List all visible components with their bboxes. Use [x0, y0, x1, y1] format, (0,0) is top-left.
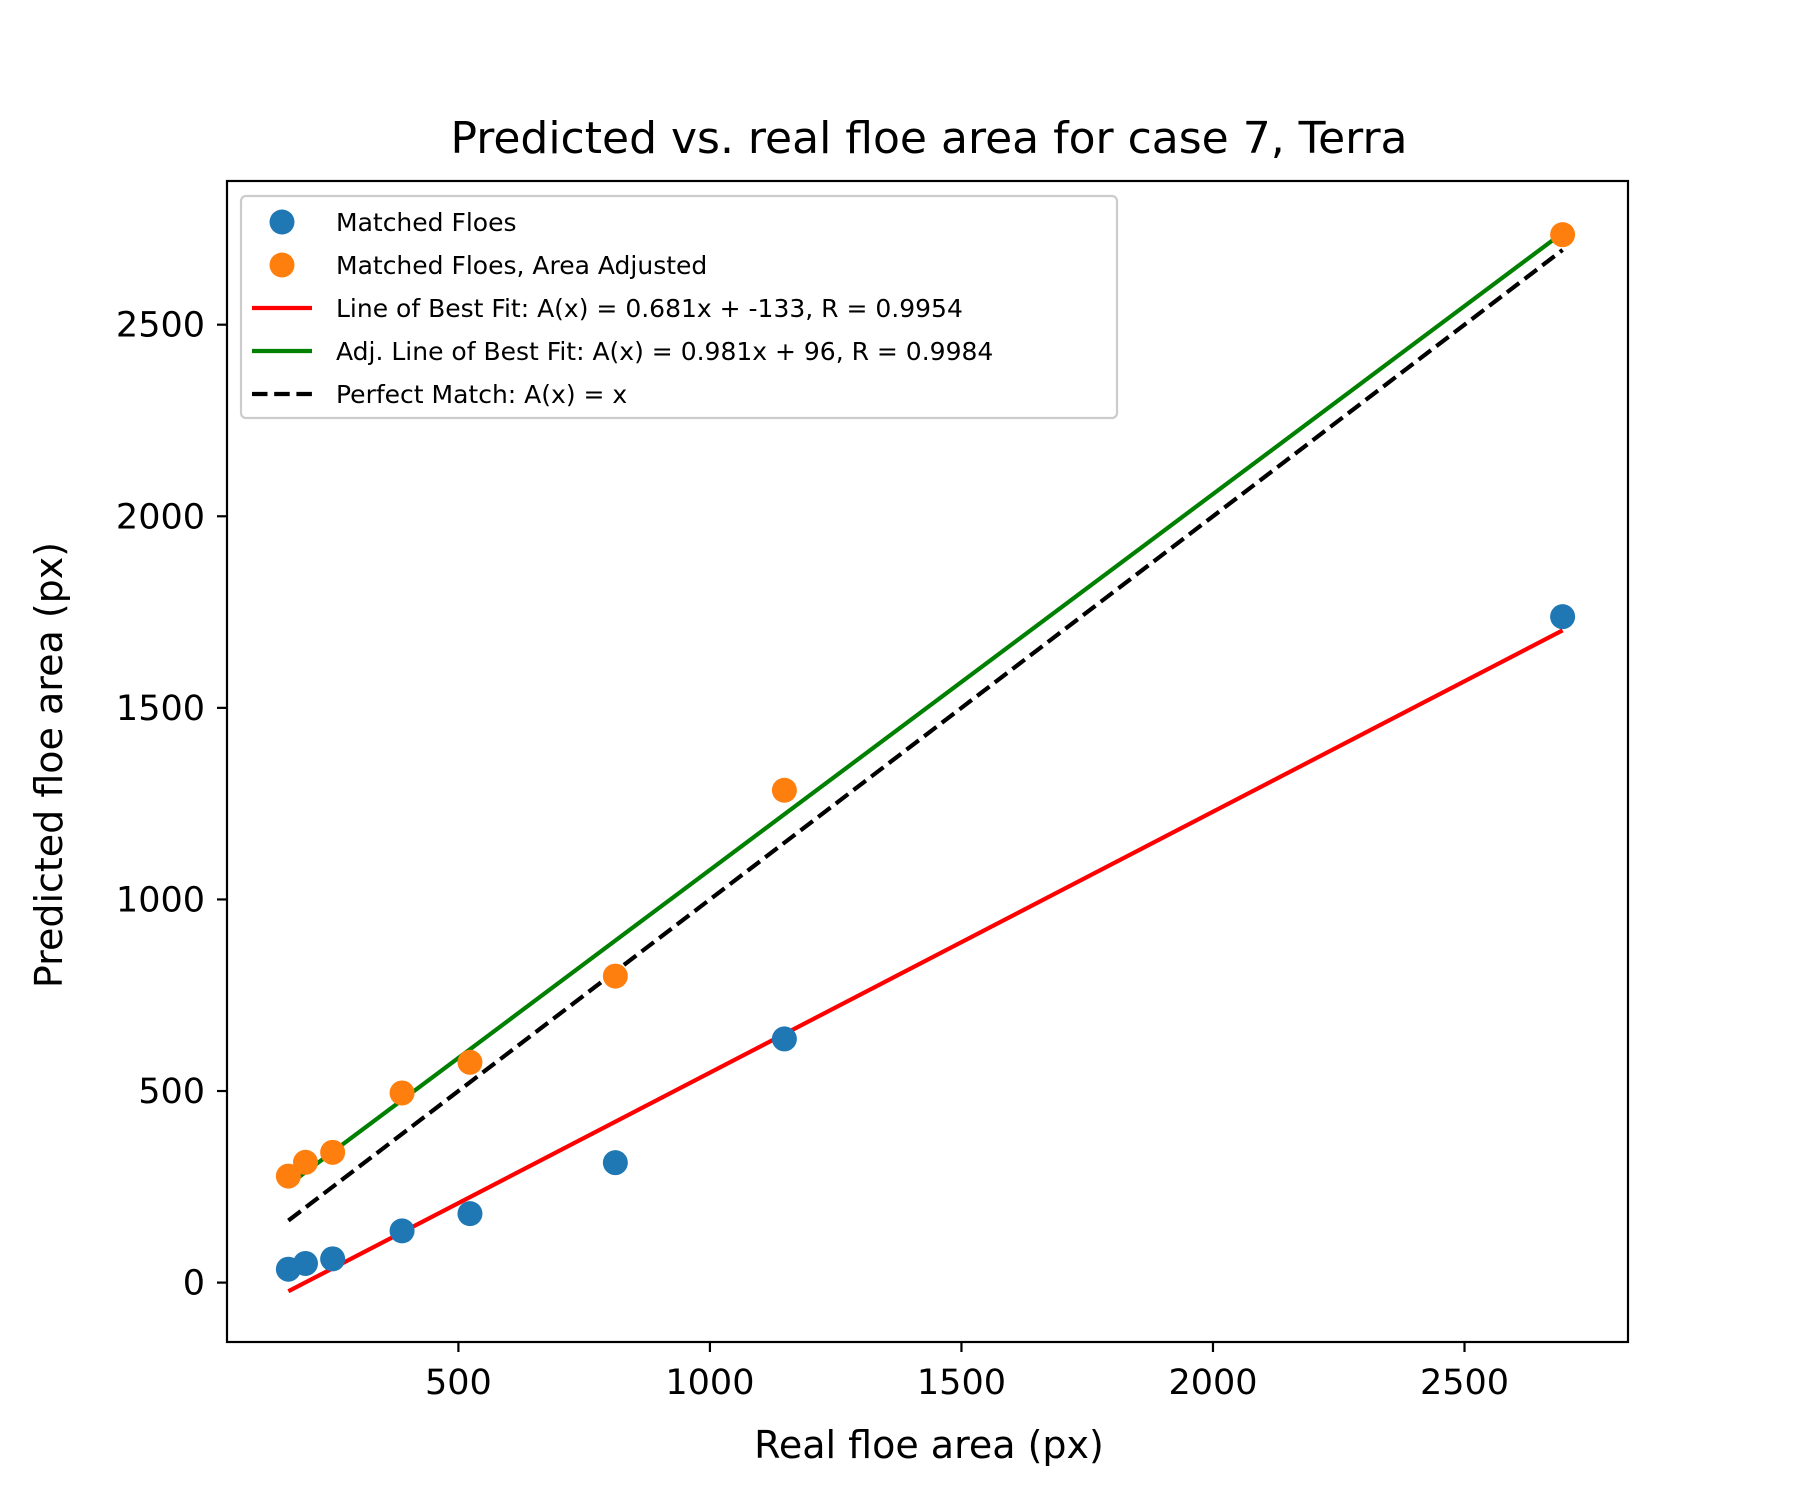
axes: 500 1000 1500 2000 2500 0 500 1000 1500 2000 2500	[116, 179, 1630, 1403]
legend-frame	[239, 194, 1119, 420]
data-point-s0-1	[292, 1250, 318, 1276]
y-tick-label-0: 0	[183, 1264, 205, 1304]
legend-marker-0	[269, 209, 295, 235]
series-lines	[287, 231, 1564, 1294]
series-line-4	[287, 248, 1564, 1223]
data-point-s1-6	[771, 777, 797, 803]
data-point-s1-7	[1550, 222, 1576, 248]
data-point-s0-4	[457, 1201, 483, 1227]
data-point-s0-3	[389, 1218, 415, 1244]
chart-title: Predicted vs. real floe area for case 7,…	[450, 113, 1407, 164]
data-point-s1-4	[457, 1049, 483, 1075]
series-line-3	[287, 231, 1564, 1187]
legend-label-4: Perfect Match: A(x) = x	[336, 380, 627, 409]
y-tick-label-3: 1500	[116, 689, 205, 729]
data-point-s0-5	[602, 1150, 628, 1176]
legend-label-3: Adj. Line of Best Fit: A(x) = 0.981x + 9…	[336, 337, 993, 366]
y-tick-label-4: 2000	[116, 497, 205, 537]
x-tick-label-3: 2000	[1168, 1363, 1257, 1403]
data-point-s1-2	[320, 1139, 346, 1165]
y-axis-label: Predicted floe area (px)	[27, 542, 71, 988]
plot-area	[275, 222, 1576, 1294]
x-axis-label: Real floe area (px)	[754, 1423, 1104, 1467]
data-point-s1-0	[275, 1163, 301, 1189]
x-tick-label-4: 2500	[1420, 1363, 1509, 1403]
x-tick-label-2: 1500	[917, 1363, 1006, 1403]
y-tick-label-5: 2500	[116, 306, 205, 346]
series-points	[275, 222, 1576, 1282]
data-point-s1-3	[389, 1080, 415, 1106]
plot-frame	[225, 179, 1630, 1344]
data-point-s0-6	[771, 1026, 797, 1052]
y-tick-label-1: 500	[138, 1072, 205, 1112]
data-point-s0-2	[320, 1246, 346, 1272]
x-tick-label-1: 1000	[665, 1363, 754, 1403]
y-tick-label-2: 1000	[116, 880, 205, 920]
legend: Matched Floes Matched Floes, Area Adjuste…	[239, 194, 1119, 420]
x-tick-label-0: 500	[425, 1363, 492, 1403]
data-point-s1-1	[292, 1149, 318, 1175]
legend-marker-1	[269, 252, 295, 278]
legend-label-0: Matched Floes	[336, 208, 517, 237]
legend-label-1: Matched Floes, Area Adjusted	[336, 251, 707, 280]
data-point-s1-5	[602, 963, 628, 989]
series-line-2	[287, 628, 1564, 1294]
data-point-s0-7	[1550, 604, 1576, 630]
legend-label-2: Line of Best Fit: A(x) = 0.681x + -133, …	[336, 294, 963, 323]
